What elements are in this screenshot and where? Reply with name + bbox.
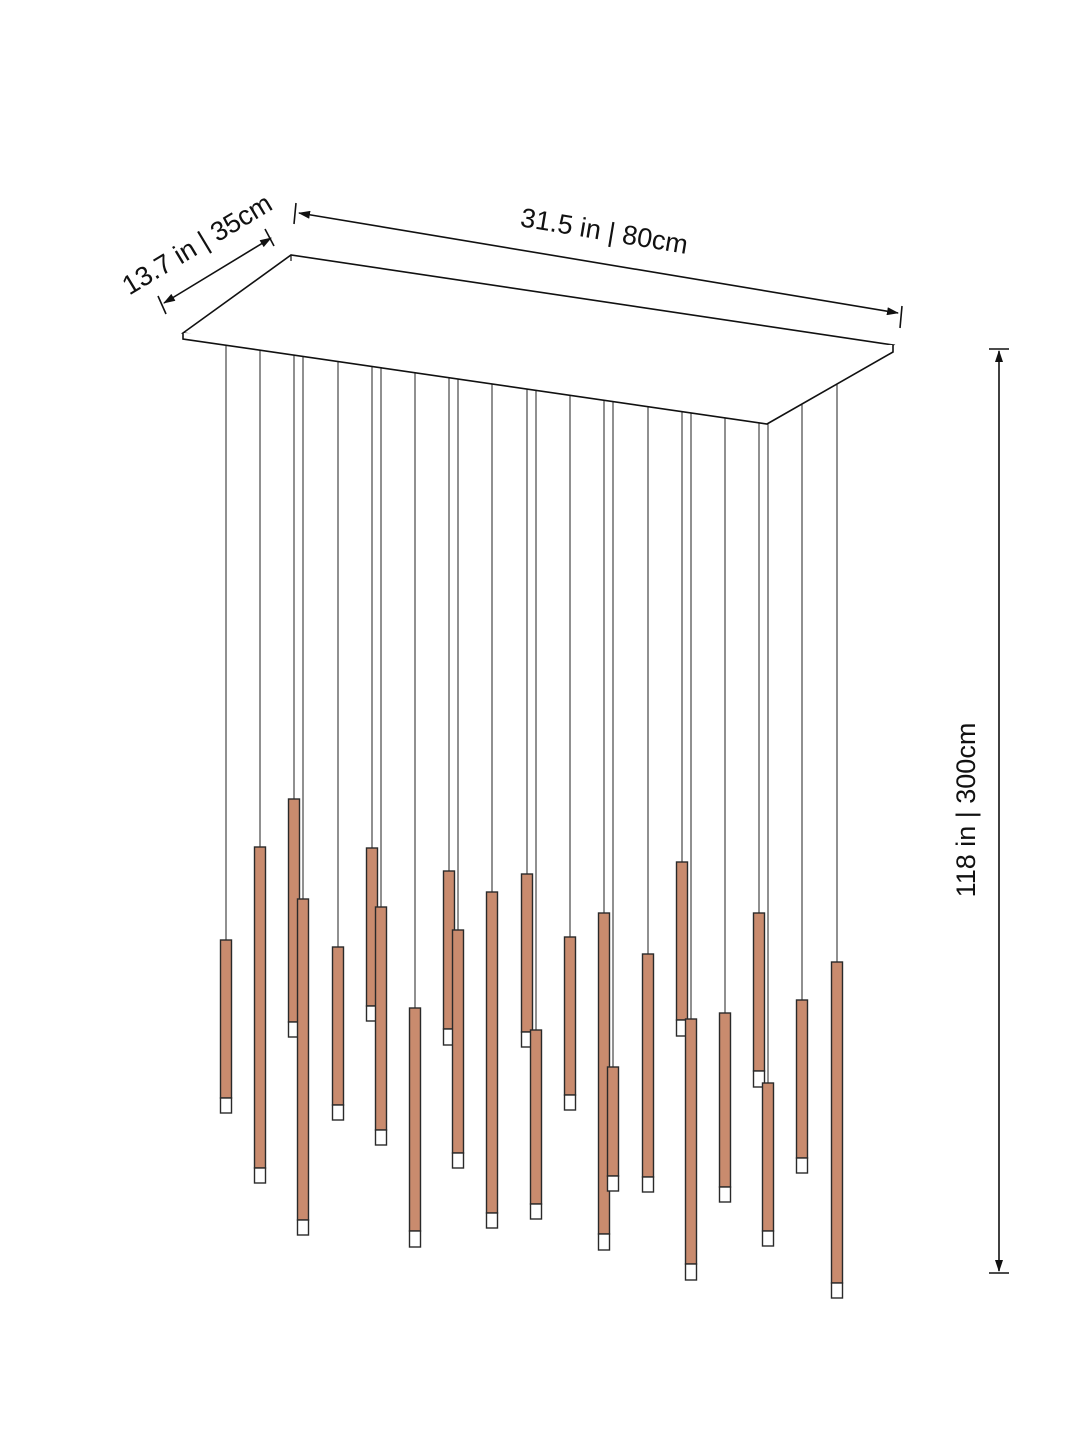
tube bbox=[761, 1082, 775, 1232]
dimension-tick bbox=[157, 295, 167, 315]
tube bbox=[606, 1066, 620, 1177]
tube-cap bbox=[451, 1152, 465, 1169]
canopy-side bbox=[182, 333, 894, 425]
tube-cap bbox=[718, 1186, 732, 1203]
tube-cap bbox=[408, 1230, 422, 1248]
tube bbox=[253, 846, 267, 1169]
tube bbox=[563, 936, 577, 1096]
tube bbox=[675, 861, 689, 1021]
height-label: 118 in | 300cm bbox=[951, 723, 981, 898]
tube bbox=[830, 961, 844, 1284]
tube bbox=[296, 898, 310, 1221]
tube bbox=[718, 1012, 732, 1188]
tube-cap bbox=[761, 1230, 775, 1247]
tube-cap bbox=[374, 1129, 388, 1146]
dimension-tick bbox=[264, 228, 275, 247]
tube-cap bbox=[684, 1263, 698, 1281]
dimension-tick bbox=[293, 202, 297, 225]
tube-cap bbox=[219, 1097, 233, 1114]
tube bbox=[520, 873, 534, 1033]
tube bbox=[374, 906, 388, 1131]
tube bbox=[752, 912, 766, 1072]
dimension-line bbox=[298, 210, 899, 316]
tube bbox=[641, 953, 655, 1178]
tube-cap bbox=[529, 1203, 543, 1220]
tube bbox=[219, 939, 233, 1099]
dimension-tick bbox=[899, 305, 903, 329]
tube bbox=[485, 891, 499, 1214]
tube-cap bbox=[752, 1070, 766, 1088]
tube bbox=[451, 929, 465, 1154]
canopy bbox=[180, 254, 896, 425]
tube bbox=[408, 1007, 422, 1232]
tube-cap bbox=[830, 1282, 844, 1299]
tube-cap bbox=[606, 1175, 620, 1192]
tube-cap bbox=[597, 1233, 611, 1251]
tube-cap bbox=[485, 1212, 499, 1229]
tube-cap bbox=[795, 1157, 809, 1174]
tube-cap bbox=[641, 1176, 655, 1193]
pendants bbox=[219, 282, 844, 1299]
tube-cap bbox=[563, 1094, 577, 1111]
tube-cap bbox=[296, 1219, 310, 1236]
tube bbox=[684, 1018, 698, 1265]
tube bbox=[331, 946, 345, 1106]
height-dimension: 118 in | 300cm bbox=[951, 348, 1009, 1274]
tube-cap bbox=[331, 1104, 345, 1121]
tube bbox=[795, 999, 809, 1159]
tube bbox=[529, 1029, 543, 1205]
width-label: 31.5 in | 80cm bbox=[518, 202, 690, 259]
tube-cap bbox=[253, 1167, 267, 1184]
dimension-line bbox=[163, 237, 272, 304]
